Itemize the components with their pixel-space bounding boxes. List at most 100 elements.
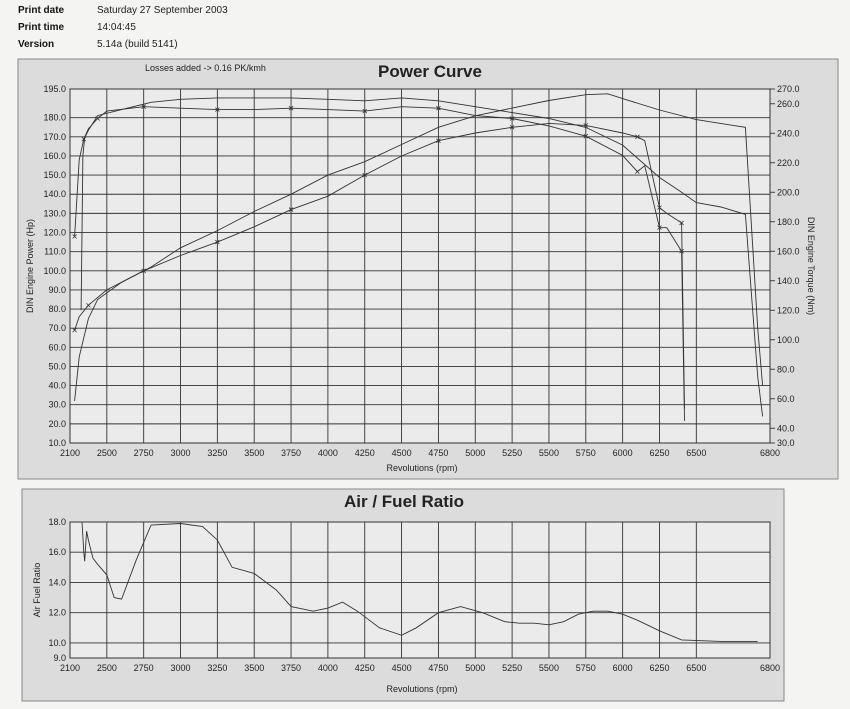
data-point-marker [86, 302, 91, 308]
y-tick-label: 20.0 [48, 419, 66, 429]
print-time-value: 14:04:45 [97, 22, 136, 33]
x-tick-label: 2100 [60, 448, 80, 458]
data-point-marker [436, 138, 441, 143]
x-tick-label: 5000 [465, 448, 485, 458]
data-point-marker [215, 107, 220, 112]
x-tick-label: 4000 [318, 448, 338, 458]
x-tick-label: 3250 [207, 663, 227, 673]
power-y2-axis-title: DIN Engine Torque (Nm) [806, 217, 816, 315]
y2-tick-label: 60.0 [777, 394, 795, 404]
x-tick-label: 4750 [428, 663, 448, 673]
x-tick-label: 5750 [576, 663, 596, 673]
y-tick-label: 160.0 [43, 151, 66, 161]
data-point-marker [72, 327, 77, 333]
data-point-marker [288, 105, 294, 111]
x-tick-label: 6250 [649, 448, 669, 458]
x-tick-label: 4750 [428, 448, 448, 458]
power-y2-ticks: 270.0 260.0 240.0 220.0 200.0 180.0 160.0 140.0… [770, 84, 800, 448]
x-tick-label: 3000 [171, 663, 191, 673]
data-point-marker [288, 207, 294, 212]
x-tick-label: 6500 [686, 663, 706, 673]
x-tick-label: 5500 [539, 448, 559, 458]
x-tick-label: 3750 [281, 448, 301, 458]
power-series-group [72, 93, 764, 421]
data-point-marker [657, 225, 662, 230]
power-plot-area [69, 88, 771, 444]
series-line [81, 521, 758, 642]
x-tick-label: 3500 [244, 663, 264, 673]
y2-tick-label: 270.0 [777, 84, 800, 94]
y2-tick-label: 180.0 [777, 217, 800, 227]
x-tick-label: 6500 [686, 448, 706, 458]
y-tick-label: 120.0 [43, 228, 66, 238]
x-tick-label: 5250 [502, 663, 522, 673]
y2-tick-label: 120.0 [777, 305, 800, 315]
y2-tick-label: 240.0 [777, 128, 800, 138]
afr-x-ticks: 2100 2500 2750 3000 3250 3500 3750 4000 4250 4500… [60, 663, 780, 673]
y2-tick-label: 260.0 [777, 99, 800, 109]
y-tick-label: 60.0 [48, 342, 66, 352]
x-tick-label: 2750 [134, 448, 154, 458]
print-date-value: Saturday 27 September 2003 [97, 5, 228, 16]
data-point-marker [215, 239, 220, 245]
y-tick-label: 170.0 [43, 132, 66, 142]
data-point-marker [72, 234, 77, 239]
y-tick-label: 14.0 [48, 577, 66, 587]
y-tick-label: 80.0 [48, 304, 66, 314]
power-grid [70, 89, 770, 443]
power-x-axis-title: Revolutions (rpm) [386, 463, 457, 473]
x-tick-label: 6250 [649, 663, 669, 673]
y-tick-label: 140.0 [43, 189, 66, 199]
x-tick-label: 5000 [465, 663, 485, 673]
y2-tick-label: 160.0 [777, 246, 800, 256]
x-tick-label: 5750 [576, 448, 596, 458]
x-tick-label: 3750 [281, 663, 301, 673]
afr-y-axis-title: Air Fuel Ratio [32, 563, 42, 618]
x-tick-label: 3500 [244, 448, 264, 458]
print-header: Print date Saturday 27 September 2003 Pr… [0, 0, 850, 60]
data-point-marker [657, 205, 662, 210]
power-x-ticks: 2100 2500 2750 3000 3250 3500 3750 4000 4250 4500… [60, 448, 780, 458]
x-tick-label: 5250 [502, 448, 522, 458]
x-tick-label: 6800 [760, 448, 780, 458]
version-value: 5.14a (build 5141) [97, 39, 178, 50]
afr-y-ticks: 18.0 16.0 14.0 12.0 10.0 9.0 [48, 517, 66, 663]
afr-x-axis-title: Revolutions (rpm) [386, 684, 457, 694]
afr-series-group [81, 521, 758, 642]
series-line [80, 97, 764, 417]
x-tick-label: 2100 [60, 663, 80, 673]
y-tick-label: 12.0 [48, 608, 66, 618]
y2-tick-label: 80.0 [777, 364, 795, 374]
y-tick-label: 9.0 [53, 653, 66, 663]
x-tick-label: 6000 [613, 448, 633, 458]
x-tick-label: 2500 [97, 448, 117, 458]
y2-tick-label: 100.0 [777, 335, 800, 345]
power-chart-title: Power Curve [378, 62, 482, 81]
x-tick-label: 6000 [613, 663, 633, 673]
y2-tick-label: 200.0 [777, 187, 800, 197]
y-tick-label: 110.0 [44, 247, 66, 257]
x-tick-label: 3250 [207, 448, 227, 458]
y-tick-label: 90.0 [48, 285, 66, 295]
data-point-marker [679, 220, 684, 226]
print-time-label: Print time [18, 22, 65, 33]
data-point-marker [436, 105, 441, 111]
losses-note: Losses added -> 0.16 PK/kmh [145, 63, 266, 73]
y-tick-label: 16.0 [48, 547, 66, 557]
y2-tick-label: 220.0 [777, 158, 800, 168]
data-point-marker [509, 124, 515, 130]
y-tick-label: 130.0 [43, 208, 66, 218]
x-tick-label: 4500 [392, 448, 412, 458]
x-tick-label: 2500 [97, 663, 117, 673]
y-tick-label: 40.0 [48, 381, 66, 391]
y-tick-label: 70.0 [48, 323, 66, 333]
x-tick-label: 4250 [355, 448, 375, 458]
data-point-marker [509, 116, 515, 121]
y-tick-label: 195.0 [43, 84, 66, 94]
y-tick-label: 10.0 [48, 638, 66, 648]
version-label: Version [18, 39, 55, 50]
power-y-ticks: 195.0 180.0 170.0 160.0 150.0 140.0 130.0 120.0… [43, 84, 66, 448]
y-tick-label: 10.0 [48, 438, 66, 448]
data-point-marker [635, 134, 640, 140]
